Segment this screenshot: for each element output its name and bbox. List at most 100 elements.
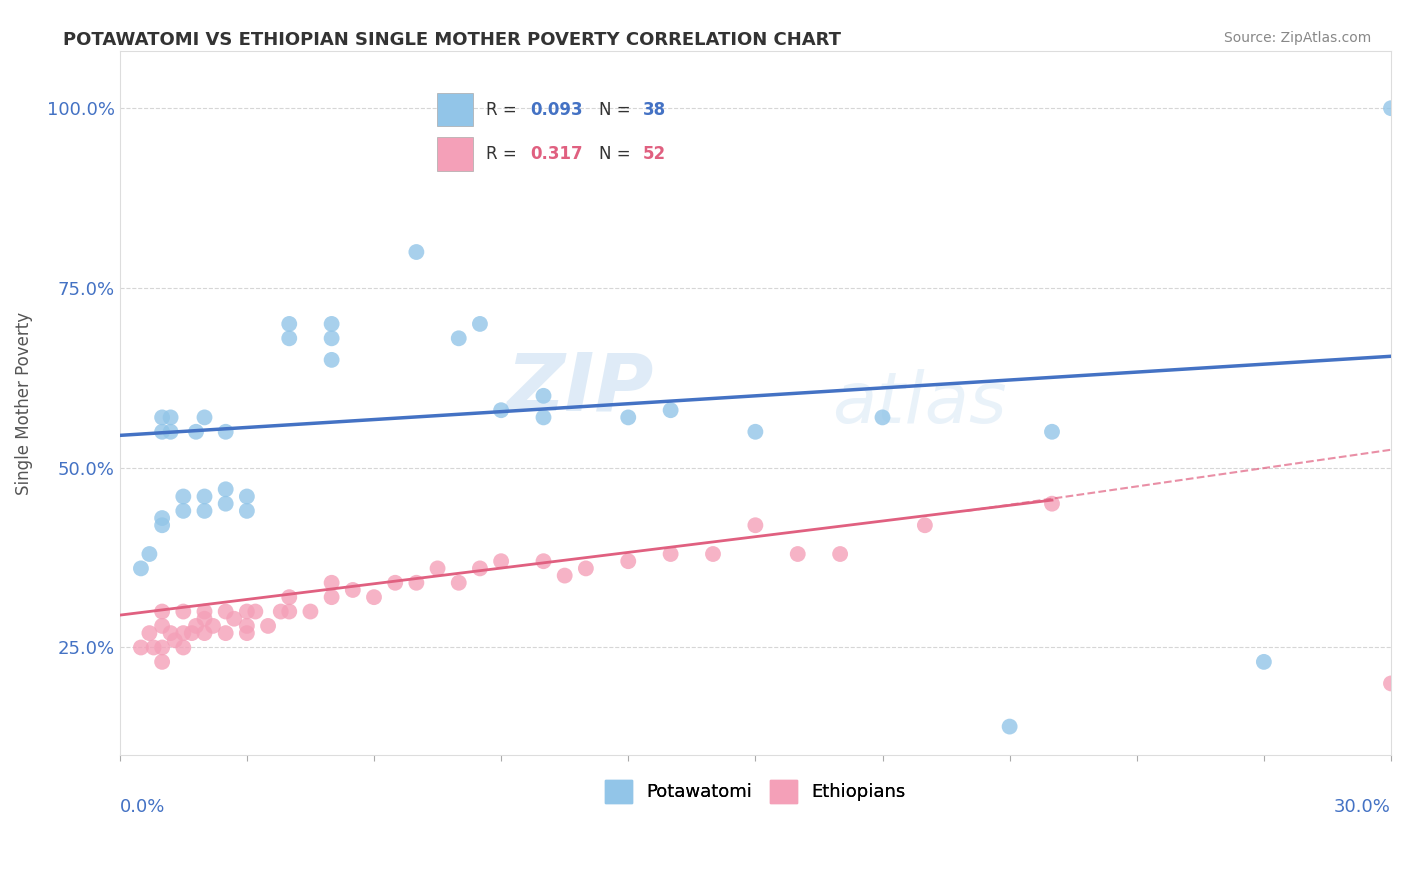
- Point: [1040, 497, 1063, 511]
- Point: [278, 605, 301, 619]
- Point: [215, 605, 238, 619]
- Text: 30.0%: 30.0%: [1334, 797, 1391, 815]
- Point: [184, 425, 207, 439]
- Point: [278, 590, 301, 604]
- Point: [150, 605, 173, 619]
- Point: [1379, 676, 1402, 690]
- Point: [172, 640, 194, 655]
- Point: [215, 626, 238, 640]
- Point: [744, 425, 766, 439]
- Point: [236, 490, 259, 504]
- Text: ZIP: ZIP: [506, 350, 654, 428]
- Point: [215, 425, 238, 439]
- Text: 0.093: 0.093: [530, 101, 583, 119]
- Point: [150, 619, 173, 633]
- Point: [193, 504, 215, 518]
- Point: [321, 575, 343, 590]
- Point: [172, 626, 194, 640]
- Point: [405, 245, 427, 260]
- Point: [184, 619, 207, 633]
- Point: [702, 547, 724, 561]
- Point: [1379, 101, 1402, 115]
- Point: [236, 626, 259, 640]
- Point: [172, 504, 194, 518]
- Point: [193, 490, 215, 504]
- Point: [193, 612, 215, 626]
- Point: [172, 605, 194, 619]
- Point: [468, 317, 491, 331]
- Point: [159, 425, 181, 439]
- Point: [215, 497, 238, 511]
- Point: [405, 575, 427, 590]
- Point: [129, 640, 152, 655]
- Point: [363, 590, 385, 604]
- Point: [617, 410, 640, 425]
- Point: [150, 640, 173, 655]
- Point: [163, 633, 186, 648]
- Point: [426, 561, 449, 575]
- Text: R =: R =: [486, 101, 523, 119]
- Point: [468, 561, 491, 575]
- Point: [270, 605, 292, 619]
- Point: [321, 331, 343, 345]
- Point: [489, 403, 512, 417]
- Point: [533, 389, 555, 403]
- Point: [830, 547, 852, 561]
- Point: [575, 561, 598, 575]
- Point: [786, 547, 808, 561]
- Point: [447, 331, 470, 345]
- Point: [201, 619, 224, 633]
- Point: [236, 504, 259, 518]
- Point: [617, 554, 640, 568]
- Point: [278, 331, 301, 345]
- Point: [150, 425, 173, 439]
- Point: [138, 626, 160, 640]
- Text: 0.0%: 0.0%: [120, 797, 165, 815]
- Point: [533, 554, 555, 568]
- FancyBboxPatch shape: [437, 93, 472, 127]
- FancyBboxPatch shape: [437, 136, 472, 170]
- Point: [150, 410, 173, 425]
- Point: [193, 605, 215, 619]
- Point: [159, 410, 181, 425]
- Point: [150, 518, 173, 533]
- Y-axis label: Single Mother Poverty: Single Mother Poverty: [15, 311, 32, 494]
- Text: 38: 38: [643, 101, 666, 119]
- Point: [129, 561, 152, 575]
- Text: POTAWATOMI VS ETHIOPIAN SINGLE MOTHER POVERTY CORRELATION CHART: POTAWATOMI VS ETHIOPIAN SINGLE MOTHER PO…: [63, 31, 841, 49]
- Legend: Potawatomi, Ethiopians: Potawatomi, Ethiopians: [598, 773, 914, 810]
- Point: [257, 619, 280, 633]
- Point: [299, 605, 322, 619]
- Point: [998, 720, 1021, 734]
- Point: [193, 410, 215, 425]
- Point: [224, 612, 246, 626]
- Point: [914, 518, 936, 533]
- Point: [384, 575, 406, 590]
- Point: [659, 547, 682, 561]
- Point: [1253, 655, 1275, 669]
- Text: N =: N =: [599, 145, 636, 162]
- Point: [236, 605, 259, 619]
- Point: [321, 590, 343, 604]
- Text: atlas: atlas: [832, 368, 1007, 437]
- Point: [150, 655, 173, 669]
- Text: R =: R =: [486, 145, 523, 162]
- Point: [138, 547, 160, 561]
- Point: [447, 575, 470, 590]
- Point: [245, 605, 267, 619]
- Point: [659, 403, 682, 417]
- Point: [180, 626, 202, 640]
- Text: 0.317: 0.317: [530, 145, 583, 162]
- Point: [1040, 425, 1063, 439]
- Text: 52: 52: [643, 145, 666, 162]
- Point: [533, 410, 555, 425]
- Text: N =: N =: [599, 101, 636, 119]
- Point: [172, 490, 194, 504]
- Point: [489, 554, 512, 568]
- Point: [321, 352, 343, 367]
- Point: [321, 317, 343, 331]
- Point: [193, 626, 215, 640]
- Point: [150, 511, 173, 525]
- Point: [554, 568, 576, 582]
- Point: [342, 582, 364, 597]
